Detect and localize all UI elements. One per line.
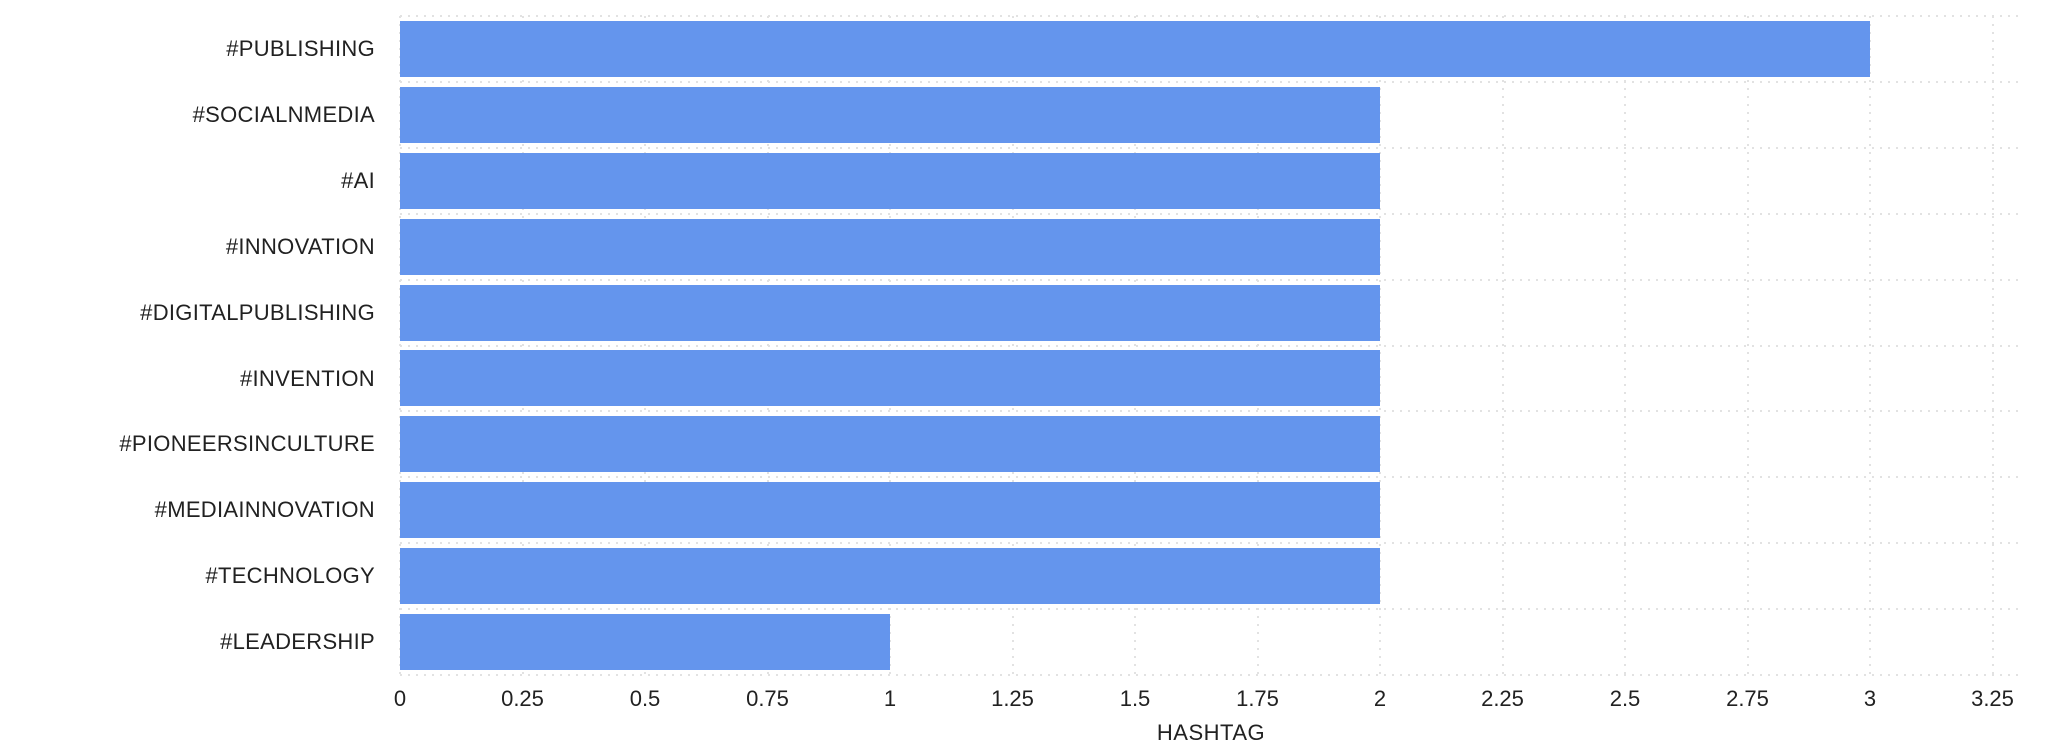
bar[interactable] — [400, 350, 1380, 407]
bar[interactable] — [400, 284, 1380, 341]
y-axis-label: #LEADERSHIP — [220, 629, 375, 655]
gridline-horizontal — [400, 674, 2022, 676]
gridline-vertical — [1379, 16, 1381, 675]
gridline-vertical — [1256, 16, 1259, 675]
gridline-vertical — [766, 16, 769, 675]
gridline-horizontal — [400, 278, 2022, 281]
y-axis-label: #TECHNOLOGY — [205, 563, 375, 589]
y-axis-label: #PIONEERSINCULTURE — [119, 431, 375, 457]
bar[interactable] — [400, 548, 1380, 605]
y-axis-label: #INNOVATION — [225, 233, 375, 259]
y-axis-label: #DIGITALPUBLISHING — [140, 299, 375, 325]
y-axis-label: #AI — [341, 167, 375, 193]
bar[interactable] — [400, 416, 1380, 473]
gridline-vertical — [1134, 16, 1136, 675]
x-axis-title: HASHTAG — [1156, 720, 1266, 745]
gridline-horizontal — [400, 608, 2022, 611]
gridline-vertical — [644, 16, 646, 675]
x-tick-label: 0.25 — [501, 686, 544, 711]
gridline-horizontal — [400, 542, 2022, 545]
gridline-vertical — [1991, 16, 1994, 675]
x-tick-label: 3.25 — [1971, 686, 2014, 711]
gridline-vertical — [1011, 16, 1014, 675]
gridline-vertical — [521, 16, 524, 675]
bar[interactable] — [400, 20, 1870, 77]
x-tick-label: 3 — [1863, 686, 1877, 711]
gridline-horizontal — [400, 410, 2022, 413]
x-tick-label: 2.75 — [1726, 686, 1769, 711]
x-tick-label: 0 — [393, 686, 407, 711]
gridline-vertical — [399, 16, 401, 675]
bar[interactable] — [400, 152, 1380, 209]
gridline-horizontal — [400, 80, 2022, 83]
gridline-horizontal — [400, 15, 2022, 17]
gridline-horizontal — [400, 344, 2022, 347]
x-tick-label: 2.5 — [1609, 686, 1641, 711]
x-tick-label: 1.25 — [991, 686, 1034, 711]
gridline-vertical — [1869, 16, 1871, 675]
y-axis-label: #MEDIAINNOVATION — [154, 497, 375, 523]
gridline-vertical — [889, 16, 891, 675]
x-tick-label: 1 — [883, 686, 897, 711]
gridline-vertical — [1624, 16, 1626, 675]
bar[interactable] — [400, 482, 1380, 539]
gridline-vertical — [1746, 16, 1749, 675]
bar[interactable] — [400, 86, 1380, 143]
y-axis-label: #SOCIALNMEDIA — [192, 101, 375, 127]
gridline-horizontal — [400, 212, 2022, 215]
gridline-horizontal — [400, 476, 2022, 479]
gridline-vertical — [1501, 16, 1504, 675]
gridline-horizontal — [400, 146, 2022, 149]
x-tick-label: 1.5 — [1119, 686, 1151, 711]
x-tick-label: 2 — [1373, 686, 1387, 711]
x-tick-label: 0.5 — [629, 686, 661, 711]
x-tick-label: 1.75 — [1236, 686, 1279, 711]
x-tick-label: 2.25 — [1481, 686, 1524, 711]
bar[interactable] — [400, 614, 890, 671]
y-axis-label: #PUBLISHING — [226, 36, 375, 61]
x-tick-label: 0.75 — [746, 686, 789, 711]
y-axis-label: #INVENTION — [239, 365, 375, 391]
bar[interactable] — [400, 218, 1380, 275]
